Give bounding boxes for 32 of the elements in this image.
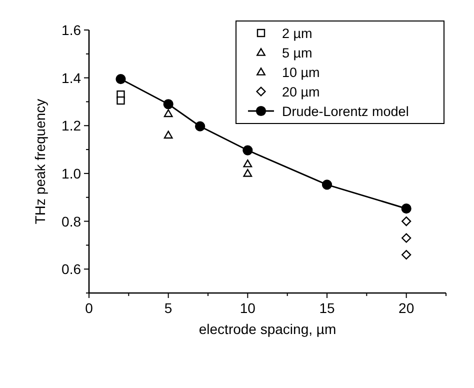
point <box>195 121 206 132</box>
x-tick-label: 15 <box>319 300 335 316</box>
y-tick-label: 0.8 <box>62 213 82 230</box>
legend-label: 5 µm <box>282 46 312 60</box>
legend-label: 2 µm <box>282 26 312 41</box>
point <box>164 109 173 118</box>
point <box>243 169 252 177</box>
x-axis-title: electrode spacing, µm <box>198 321 336 337</box>
point <box>163 99 174 110</box>
y-axis-title: THz peak frequency <box>32 98 48 224</box>
point <box>116 74 126 84</box>
y-tick-label: 0.6 <box>62 261 82 278</box>
legend-label: 20 µm <box>282 84 320 100</box>
point <box>116 96 125 105</box>
point <box>322 180 332 190</box>
x-tick-label: 5 <box>164 300 172 316</box>
point <box>164 130 173 139</box>
legend-label: Drude-Lorentz model <box>282 104 409 119</box>
legend-label: 10 µm <box>282 65 320 80</box>
point <box>402 250 412 260</box>
point <box>242 145 253 156</box>
y-tick-label: 1.2 <box>62 118 82 134</box>
point <box>401 204 412 214</box>
y-tick-label: 1.4 <box>62 70 82 86</box>
y-tick-label: 1.0 <box>62 165 82 182</box>
point <box>402 216 412 226</box>
x-tick-label: 20 <box>398 300 414 316</box>
point <box>243 159 252 168</box>
x-tick-label: 0 <box>85 300 94 316</box>
y-tick-label: 1.6 <box>62 22 82 38</box>
x-tick-label: 10 <box>240 300 256 316</box>
point <box>402 233 412 243</box>
